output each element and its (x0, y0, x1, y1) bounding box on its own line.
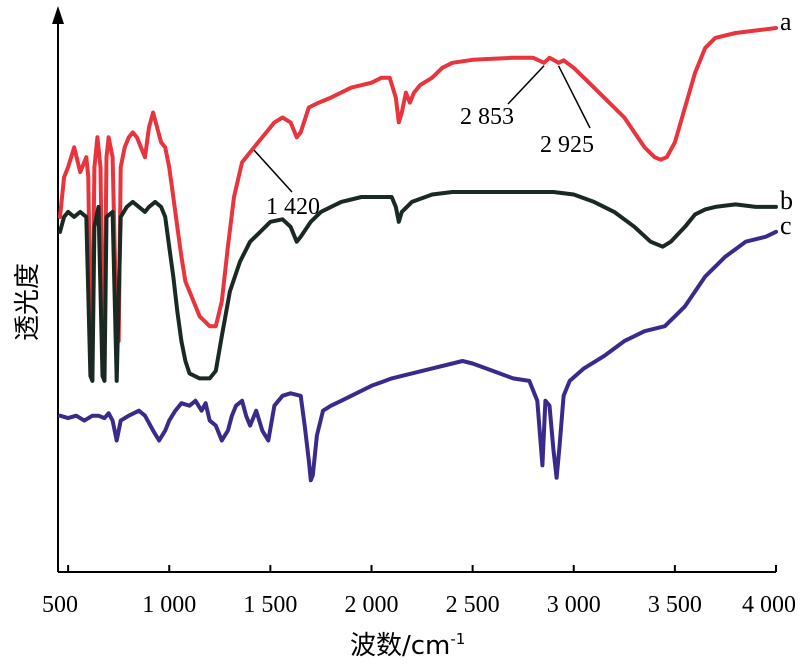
x-tick-label: 3 500 (648, 592, 702, 618)
annotation-label: 2 925 (540, 132, 594, 158)
x-tick-label: 4 000 (742, 592, 796, 618)
annotation-leader (507, 65, 545, 105)
y-axis-arrow-icon (52, 6, 64, 24)
annotation-leader (557, 65, 591, 129)
series-label-a: a (780, 7, 792, 36)
x-axis-title: 波数/cm-1 (350, 630, 465, 661)
annotation-label: 2 853 (460, 104, 514, 130)
x-tick-label: 2 500 (446, 592, 500, 618)
series-label-c: c (780, 211, 792, 240)
series-labels: a bc (780, 7, 793, 240)
y-axis-title: 透光度 (13, 263, 43, 341)
x-tick-label: 2 000 (344, 592, 398, 618)
series-line-b (58, 190, 778, 383)
series-line-c (58, 229, 778, 483)
x-tick-label: 1 500 (243, 592, 297, 618)
series-label-b: b (780, 186, 793, 215)
annotation-leader (253, 149, 293, 193)
axes (52, 6, 776, 573)
x-tick-label: 500 (42, 592, 78, 618)
annotation-label: 1 420 (266, 194, 320, 220)
x-tick-label: 1 000 (142, 592, 196, 618)
series-lines (58, 26, 778, 483)
x-axis-title-sup: -1 (450, 630, 465, 648)
x-tick-label: 3 000 (547, 592, 601, 618)
series-line-a (58, 26, 778, 344)
x-tick-labels: 500 1 000 1 500 2 000 2 500 3 000 3 500 4 000 (42, 592, 796, 618)
x-ticks (67, 565, 777, 572)
annotations: 2 853 2 925 1 420 (253, 65, 594, 220)
